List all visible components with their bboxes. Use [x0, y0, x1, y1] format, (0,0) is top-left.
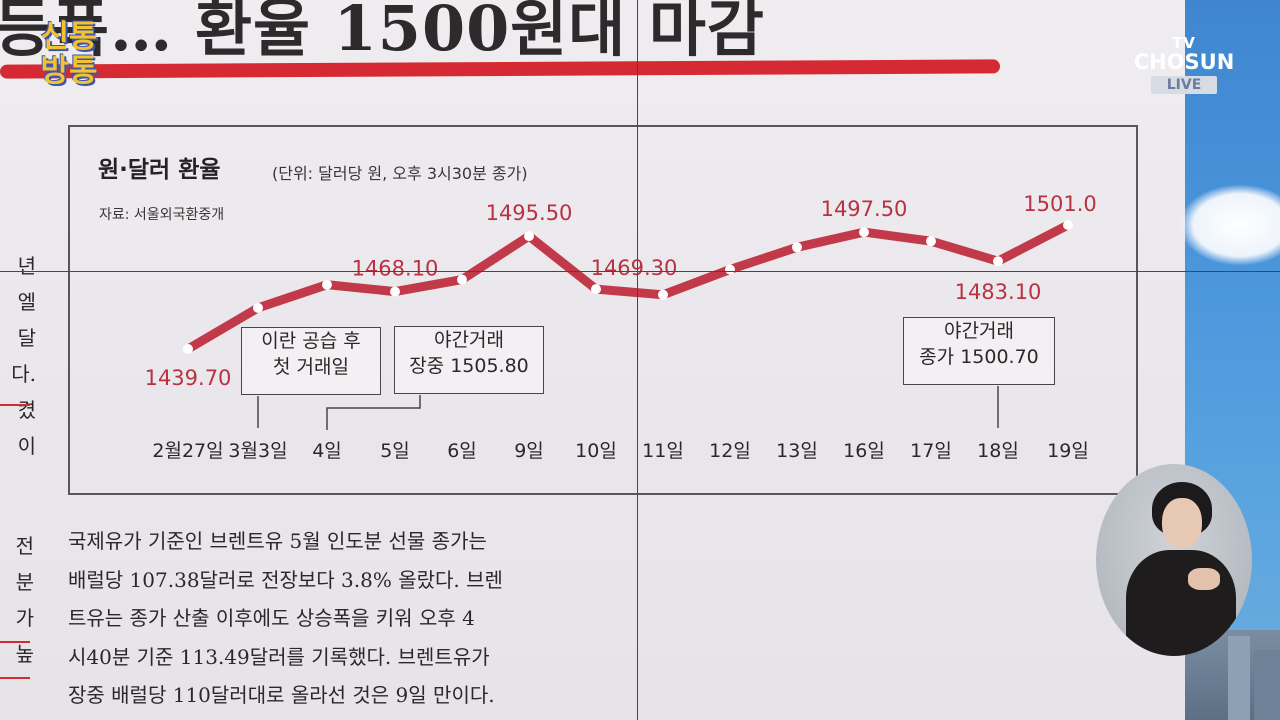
article-fragment: 분: [15, 570, 34, 594]
headline-fragment: 등폭…: [0, 0, 174, 65]
data-point: [725, 264, 735, 275]
x-tick-label: 12일: [709, 440, 751, 462]
annotation-line: 야간거래: [944, 320, 1014, 342]
building-graphic: [1228, 636, 1250, 720]
x-tick-label: 3월3일: [228, 440, 287, 462]
series-path: [183, 220, 1073, 354]
value-label: 1468.10: [352, 257, 439, 281]
chart-source: 자료: 서울외국환중개: [99, 207, 225, 223]
annotation-iran-strike: 이란 공습 후 첫 거래일: [241, 327, 381, 395]
data-point: [322, 279, 332, 290]
data-point: [183, 344, 193, 354]
value-label: 1439.70: [145, 366, 232, 390]
annotation-leaders: [257, 386, 999, 430]
article-line: 배럴당 107.38달러로 전장보다 3.8% 올랐다. 브렌: [68, 567, 503, 592]
show-logo-line: 신통: [40, 19, 98, 55]
show-logo-line: 방통: [40, 53, 98, 89]
chart-frame: [68, 125, 1138, 495]
value-label: 1497.50: [821, 197, 908, 221]
article-fragment: 엘: [17, 290, 36, 314]
x-tick-label: 16일: [843, 440, 885, 462]
x-tick-label: 18일: [977, 440, 1019, 462]
article-fragment: 높: [15, 642, 34, 666]
article-fragment: 년: [17, 254, 36, 278]
x-tick-labels: 2월27일 3월3일 4일 5일 6일 9일 10일 11일 12일 13일 16일 17일 18일 19…: [152, 440, 1088, 462]
data-point: [658, 289, 668, 300]
article-fragment: 가: [15, 606, 34, 630]
annotation-line: 이란 공습 후: [261, 330, 361, 352]
interpreter-body: [1126, 550, 1236, 656]
x-tick-label: 17일: [910, 440, 952, 462]
value-label: 1501.0: [1023, 192, 1096, 216]
article-fragment: 전: [15, 534, 34, 558]
interpreter-face: [1162, 498, 1202, 548]
article-left-column: 년 엘 달 다. 켰 이: [0, 248, 36, 464]
data-point: [390, 286, 400, 297]
article-fragment: 이: [17, 434, 36, 458]
x-tick-label: 19일: [1047, 440, 1089, 462]
x-tick-label: 10일: [575, 440, 617, 462]
highlight-underline: [0, 641, 30, 643]
broadcaster-tv: TV: [1172, 34, 1196, 52]
data-point: [524, 231, 534, 242]
data-point: [859, 227, 869, 238]
building-graphic: [1254, 650, 1280, 720]
chart-unit-note: (단위: 달러당 원, 오후 3시30분 종가): [272, 164, 528, 183]
x-tick-label: 4일: [312, 440, 342, 462]
x-tick-label: 2월27일: [152, 440, 223, 462]
x-tick-label: 13일: [776, 440, 818, 462]
x-tick-label: 11일: [642, 440, 684, 462]
article-fragment: 달: [17, 326, 36, 350]
article-line: 트유는 종가 산출 이후에도 상승폭을 키워 오후 4: [68, 606, 475, 630]
article-left-column-2: 전 분 가 높: [0, 528, 34, 672]
headline: 등폭… 환율 1500원대 마감: [0, 0, 1100, 66]
annotation-line: 장중 1505.80: [409, 355, 529, 377]
article-text: 국제유가 기준인 브렌트유 5월 인도분 선물 종가는 배럴당 107.38달러…: [68, 522, 588, 715]
annotation-line: 첫 거래일: [273, 356, 349, 378]
data-point: [253, 302, 263, 313]
annotation-line: 종가 1500.70: [919, 346, 1039, 368]
cloud-graphic: [1180, 185, 1280, 265]
value-label: 1495.50: [486, 201, 573, 225]
highlight-underline: [0, 677, 30, 679]
data-point: [926, 236, 936, 247]
article-line: 장중 배럴당 110달러대로 올라선 것은 9일 만이다.: [68, 683, 495, 707]
data-point: [792, 242, 802, 253]
broadcaster-logo: TV CHOSUN LIVE: [1128, 36, 1240, 94]
value-labels: 1439.70 1468.10 1495.50 1469.30 1497.50 1483.…: [145, 192, 1097, 390]
interpreter-hand: [1188, 568, 1220, 590]
chart-title: 원·달러 환율: [98, 157, 221, 183]
article-line: 시40분 기준 113.49달러를 기록했다. 브렌트유가: [68, 644, 490, 669]
data-point: [993, 256, 1003, 267]
annotation-night-close: 야간거래 종가 1500.70: [903, 317, 1055, 385]
annotation-line: 야간거래: [434, 329, 504, 351]
show-logo: 신통 방통: [34, 20, 104, 88]
crosshair-vertical: [637, 0, 638, 720]
x-tick-label: 6일: [447, 440, 477, 462]
series-line: [183, 220, 1073, 354]
broadcaster-name: CHOSUN: [1133, 50, 1235, 74]
article-line: 국제유가 기준인 브렌트유 5월 인도분 선물 종가는: [68, 529, 487, 553]
x-tick-label: 5일: [380, 440, 410, 462]
data-point: [591, 284, 601, 295]
live-badge: LIVE: [1151, 76, 1217, 94]
highlight-underline: [0, 404, 30, 406]
headline-main: 환율 1500원대 마감: [195, 0, 765, 65]
x-tick-label: 9일: [514, 440, 544, 462]
article-fragment: 켰: [17, 398, 36, 422]
sign-language-interpreter: [1096, 464, 1252, 656]
value-label: 1483.10: [955, 280, 1042, 304]
crosshair-horizontal: [0, 271, 1280, 272]
annotation-night-intraday: 야간거래 장중 1505.80: [394, 326, 544, 394]
annotation-leader: [326, 395, 421, 430]
value-label: 1469.30: [591, 256, 678, 280]
data-point: [1063, 220, 1073, 230]
article-fragment: 다.: [11, 362, 36, 386]
data-point: [457, 274, 467, 285]
